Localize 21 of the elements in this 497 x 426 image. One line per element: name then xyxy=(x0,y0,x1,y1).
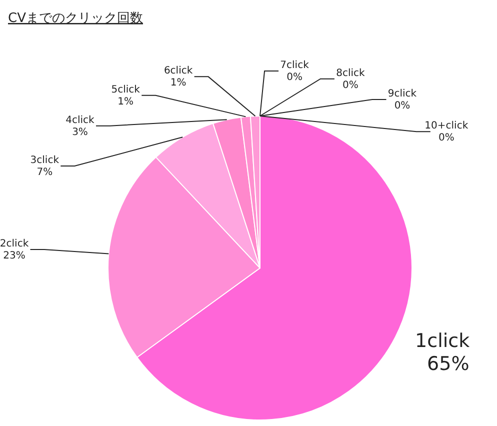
data-label: 65% xyxy=(427,352,470,375)
data-label: 23% xyxy=(3,250,26,262)
text: 0% xyxy=(342,80,358,91)
slice-label: 2click xyxy=(0,238,29,250)
text: 0% xyxy=(394,100,410,112)
category-label: 8click xyxy=(336,68,365,79)
slice-label: 5click xyxy=(111,84,140,96)
data-label: 7% xyxy=(36,166,53,178)
data-label: 1% xyxy=(118,96,134,108)
slice-label: 6click xyxy=(164,66,193,77)
category-label: 7click xyxy=(280,60,309,72)
text: 0% xyxy=(286,72,302,84)
category-label: 10+click xyxy=(424,120,468,132)
slice-label: 3click xyxy=(30,154,60,166)
chart-title: CVまでのクリック回数 xyxy=(8,11,143,26)
slice-label: 4click xyxy=(66,114,95,126)
data-label: 1% xyxy=(170,78,186,89)
category-label: 9click xyxy=(388,88,417,100)
slice-label: 1click xyxy=(415,330,470,352)
text: 0% xyxy=(438,132,454,144)
data-label: 3% xyxy=(72,126,88,138)
